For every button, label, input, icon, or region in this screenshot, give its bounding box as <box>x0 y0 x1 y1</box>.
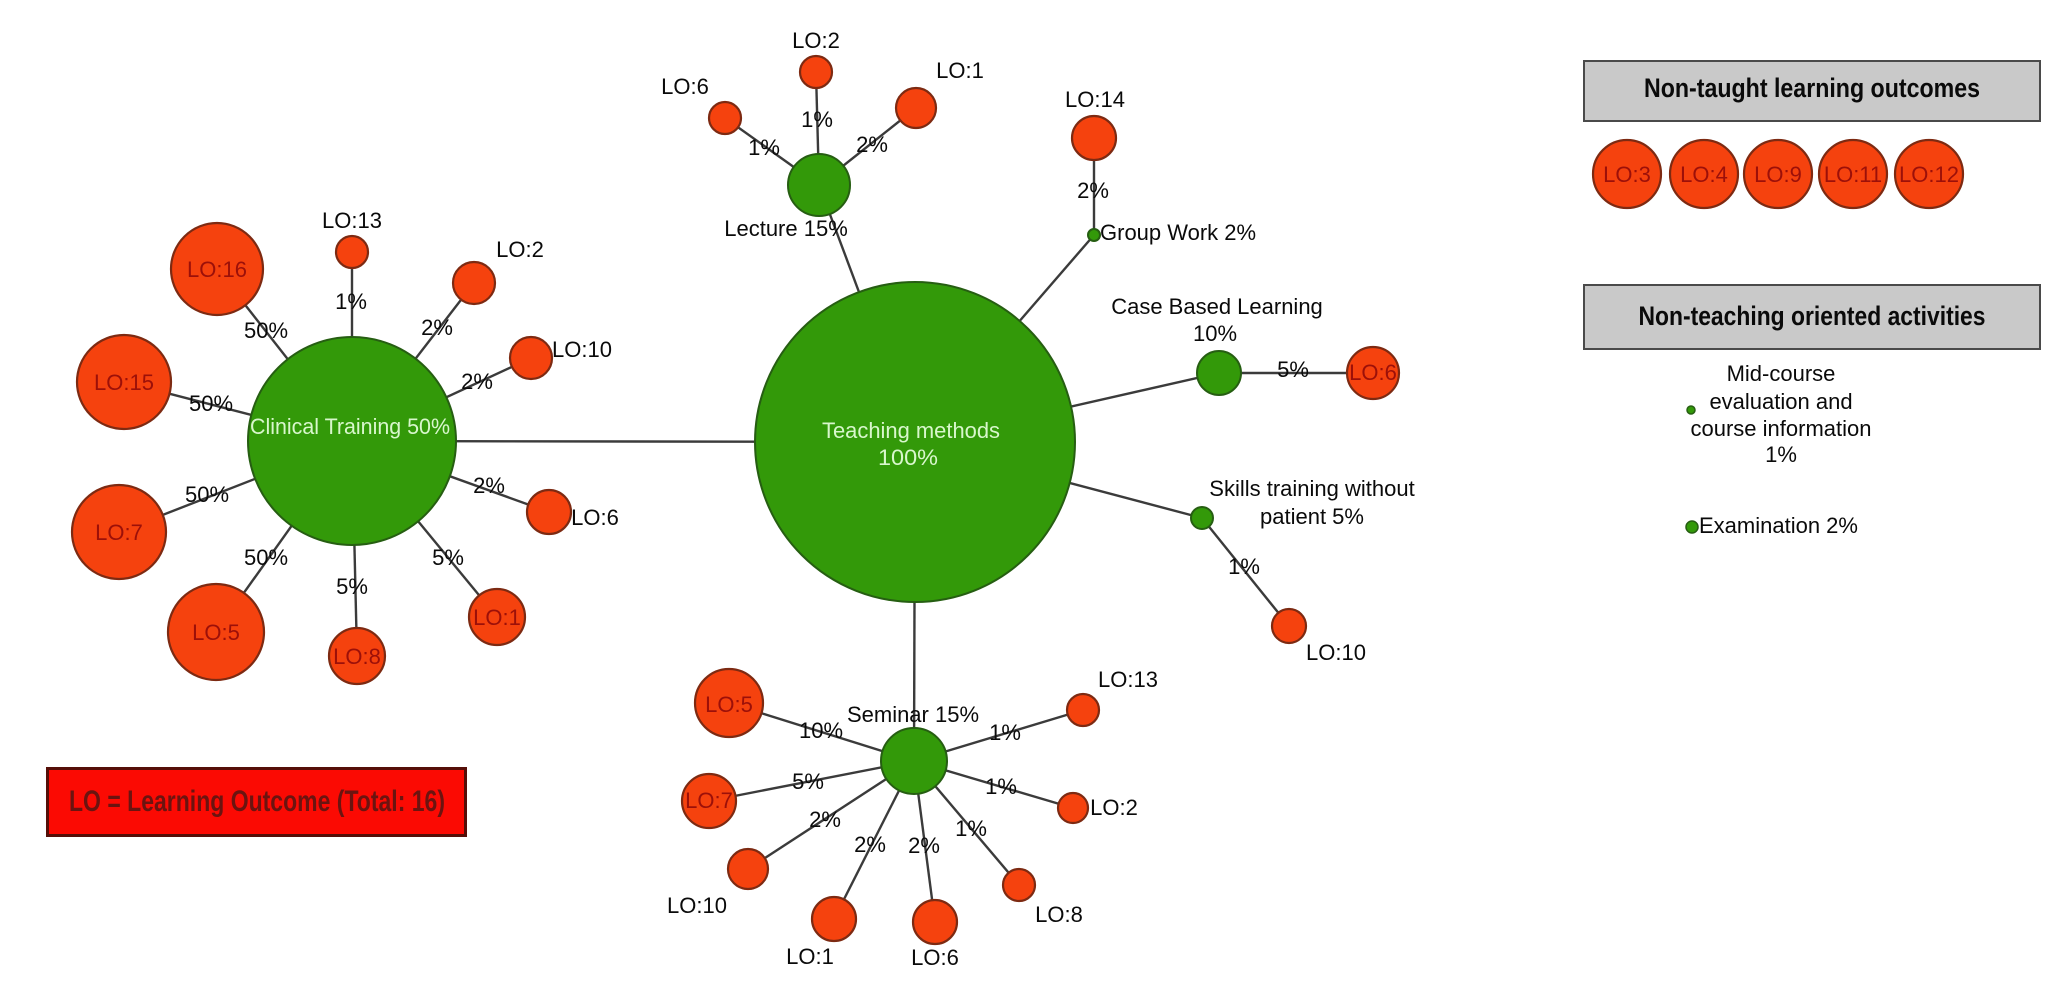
svg-text:50%: 50% <box>244 318 288 343</box>
svg-text:1%: 1% <box>955 816 987 841</box>
svg-text:LO:6: LO:6 <box>1349 360 1397 385</box>
svg-text:LO:3: LO:3 <box>1603 162 1651 187</box>
svg-text:2%: 2% <box>421 315 453 340</box>
svg-text:LO:2: LO:2 <box>496 237 544 262</box>
svg-text:2%: 2% <box>908 833 940 858</box>
svg-text:course information: course information <box>1691 416 1872 441</box>
svg-text:10%: 10% <box>1193 321 1237 346</box>
svg-text:LO:1: LO:1 <box>473 605 521 630</box>
svg-text:1%: 1% <box>989 720 1021 745</box>
svg-text:LO:8: LO:8 <box>333 644 381 669</box>
svg-text:LO:2: LO:2 <box>1090 795 1138 820</box>
svg-text:LO:5: LO:5 <box>705 692 753 717</box>
svg-text:LO:7: LO:7 <box>685 788 733 813</box>
svg-text:LO:5: LO:5 <box>192 620 240 645</box>
svg-text:LO = Learning Outcome (Total:: LO = Learning Outcome (Total: 16) <box>69 785 445 818</box>
svg-text:Non-taught learning outcomes: Non-taught learning outcomes <box>1644 73 1980 103</box>
svg-text:LO:7: LO:7 <box>95 520 143 545</box>
svg-text:5%: 5% <box>336 574 368 599</box>
svg-text:Lecture 15%: Lecture 15% <box>724 216 848 241</box>
svg-text:Mid-course: Mid-course <box>1727 361 1836 386</box>
svg-text:Group Work 2%: Group Work 2% <box>1100 220 1256 245</box>
svg-text:LO:1: LO:1 <box>786 944 834 969</box>
svg-text:2%: 2% <box>854 832 886 857</box>
svg-text:LO:10: LO:10 <box>1306 640 1366 665</box>
svg-text:10%: 10% <box>799 718 843 743</box>
svg-text:LO:6: LO:6 <box>571 505 619 530</box>
svg-text:LO:13: LO:13 <box>1098 667 1158 692</box>
svg-text:2%: 2% <box>856 132 888 157</box>
svg-text:LO:6: LO:6 <box>911 945 959 970</box>
svg-text:LO:4: LO:4 <box>1680 162 1728 187</box>
svg-text:Non-teaching oriented activiti: Non-teaching oriented activities <box>1639 301 1986 331</box>
svg-text:LO:2: LO:2 <box>792 28 840 53</box>
svg-text:5%: 5% <box>432 545 464 570</box>
svg-text:2%: 2% <box>1077 178 1109 203</box>
svg-text:LO:6: LO:6 <box>661 74 709 99</box>
svg-text:1%: 1% <box>748 135 780 160</box>
svg-text:5%: 5% <box>792 769 824 794</box>
svg-text:50%: 50% <box>185 482 229 507</box>
svg-text:5%: 5% <box>1277 357 1309 382</box>
svg-text:LO:9: LO:9 <box>1754 162 1802 187</box>
svg-text:LO:16: LO:16 <box>187 257 247 282</box>
svg-text:Clinical Training 50%: Clinical Training 50% <box>250 414 450 439</box>
svg-text:Case Based Learning: Case Based Learning <box>1111 294 1323 319</box>
svg-text:LO:11: LO:11 <box>1824 162 1882 187</box>
svg-text:LO:12: LO:12 <box>1899 162 1959 187</box>
svg-text:LO:15: LO:15 <box>94 370 154 395</box>
svg-text:Examination 2%: Examination 2% <box>1699 513 1858 538</box>
svg-text:Teaching methods: Teaching methods <box>822 418 1000 443</box>
svg-text:patient 5%: patient 5% <box>1260 504 1364 529</box>
svg-text:evaluation and: evaluation and <box>1709 389 1852 414</box>
svg-text:1%: 1% <box>1765 442 1797 467</box>
svg-text:50%: 50% <box>189 391 233 416</box>
svg-text:2%: 2% <box>473 473 505 498</box>
svg-text:2%: 2% <box>461 369 493 394</box>
svg-text:LO:1: LO:1 <box>936 58 984 83</box>
svg-text:LO:10: LO:10 <box>552 337 612 362</box>
svg-text:LO:13: LO:13 <box>322 208 382 233</box>
svg-text:1%: 1% <box>1228 554 1260 579</box>
svg-text:100%: 100% <box>878 445 938 470</box>
svg-text:1%: 1% <box>985 774 1017 799</box>
svg-text:50%: 50% <box>244 545 288 570</box>
svg-text:LO:10: LO:10 <box>667 893 727 918</box>
svg-text:Skills training without: Skills training without <box>1209 476 1414 501</box>
svg-text:LO:8: LO:8 <box>1035 902 1083 927</box>
svg-text:Seminar 15%: Seminar 15% <box>847 702 979 727</box>
svg-text:LO:14: LO:14 <box>1065 87 1125 112</box>
svg-text:1%: 1% <box>335 289 367 314</box>
svg-text:1%: 1% <box>801 107 833 132</box>
svg-text:2%: 2% <box>809 807 841 832</box>
